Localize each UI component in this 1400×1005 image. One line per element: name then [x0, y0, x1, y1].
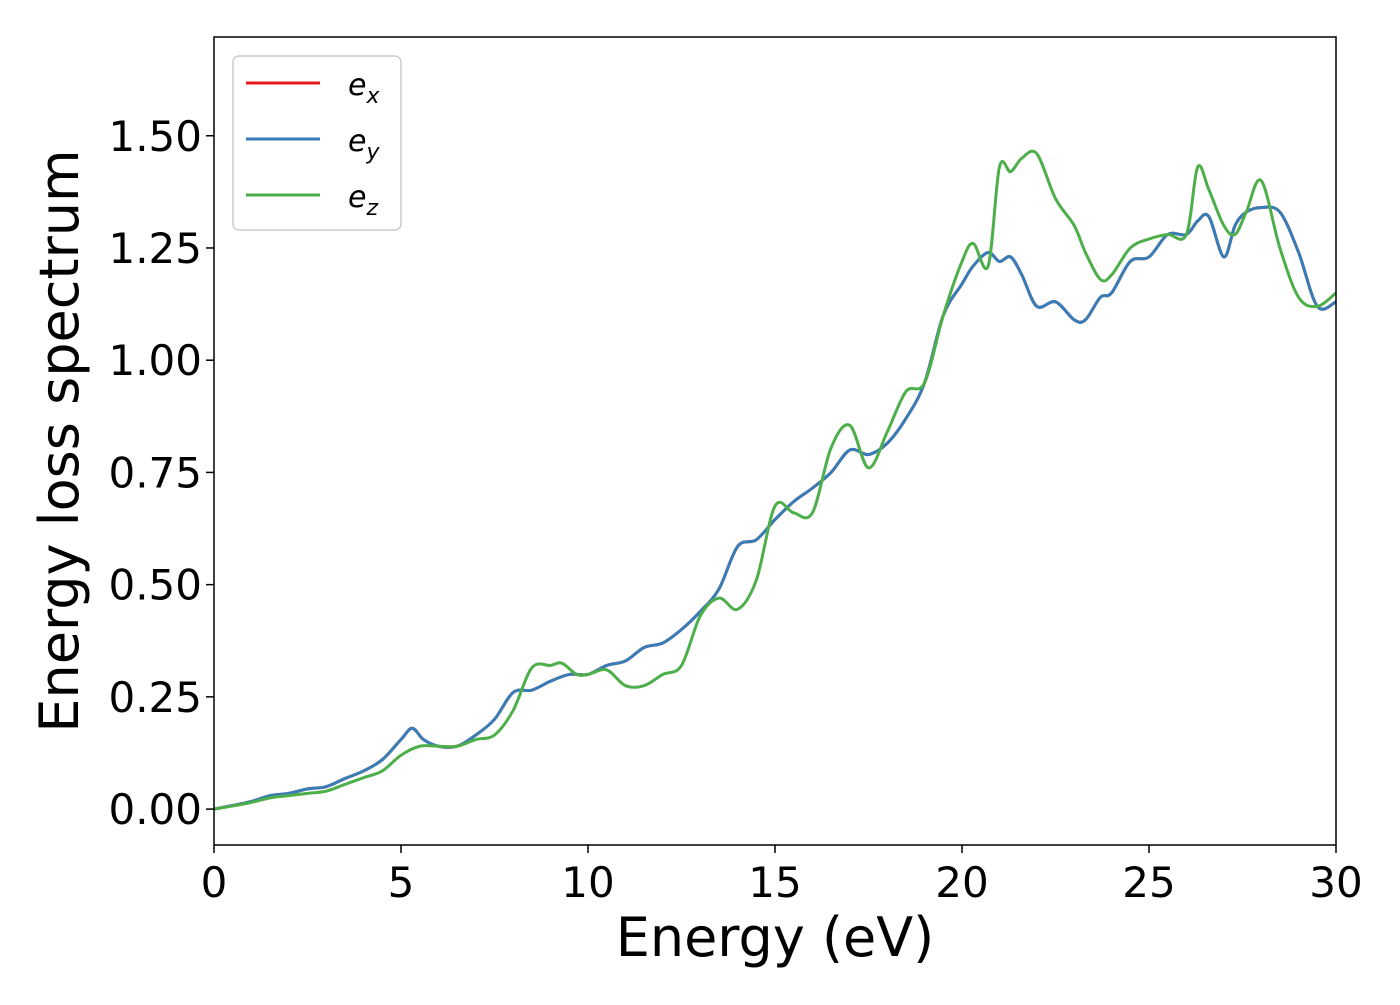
x-tick-label: 10	[561, 858, 614, 907]
x-ticks: 0 5 10 15 20 25 30	[201, 845, 1363, 907]
legend-label-ex: ex	[348, 68, 380, 109]
legend-box	[232, 55, 402, 231]
legend-label-ez: ez	[348, 180, 378, 221]
y-tick-label: 1.25	[108, 224, 202, 273]
x-tick-label: 30	[1309, 858, 1362, 907]
y-tick-label: 0.50	[108, 561, 202, 610]
y-tick-label: 0.75	[108, 448, 202, 497]
legend-label-base: e	[348, 68, 366, 103]
legend-label-ey: ey	[348, 124, 380, 165]
y-tick-label: 0.25	[108, 673, 202, 722]
y-tick-label: 0.00	[108, 785, 202, 834]
series-layer	[214, 149, 1336, 811]
y-axis-title: Energy loss spectrum	[28, 149, 91, 732]
legend-label-base: e	[348, 180, 366, 215]
y-tick-label: 1.00	[108, 336, 202, 385]
y-ticks: 0.00 0.25 0.50 0.75 1.00 1.25 1.50	[108, 112, 214, 834]
series-line-ez	[214, 149, 1336, 811]
legend-label-subscript: y	[365, 140, 380, 165]
legend-label-subscript: x	[365, 84, 380, 109]
x-axis-title: Energy (eV)	[616, 906, 935, 969]
x-tick-label: 25	[1122, 858, 1175, 907]
x-tick-label: 0	[201, 858, 228, 907]
legend-label-base: e	[348, 124, 366, 159]
y-tick-label: 1.50	[108, 112, 202, 161]
x-tick-label: 5	[388, 858, 415, 907]
x-tick-label: 15	[748, 858, 801, 907]
legend-label-subscript: z	[365, 196, 378, 221]
x-tick-label: 20	[935, 858, 988, 907]
